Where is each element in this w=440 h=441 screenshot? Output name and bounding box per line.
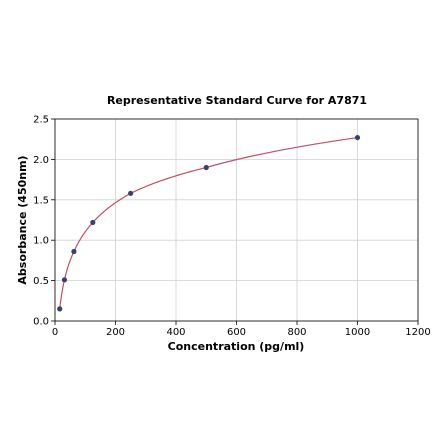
y-tick-label: 2.0 bbox=[33, 155, 49, 166]
x-tick-label: 600 bbox=[227, 327, 246, 338]
data-point bbox=[71, 248, 77, 255]
grid bbox=[54, 118, 419, 322]
data-point bbox=[61, 277, 68, 283]
data-point bbox=[90, 219, 96, 226]
x-tick-label: 0 bbox=[52, 327, 58, 338]
x-tick-label: 400 bbox=[166, 327, 185, 338]
data-points-layer bbox=[57, 134, 361, 312]
x-tick-label: 200 bbox=[106, 327, 125, 338]
y-tick-label: 0.5 bbox=[33, 276, 49, 287]
data-point bbox=[128, 190, 134, 196]
y-tick-label: 2.5 bbox=[33, 115, 49, 126]
x-tick-label: 1200 bbox=[405, 327, 430, 338]
y-axis-label: Absorbance (450nm) bbox=[16, 155, 29, 284]
y-tick-label: 0.0 bbox=[33, 317, 49, 328]
data-point bbox=[57, 306, 63, 312]
x-tick-label: 1000 bbox=[345, 327, 370, 338]
fit-curve-layer bbox=[59, 136, 358, 309]
x-tick-label: 800 bbox=[287, 327, 306, 338]
data-point bbox=[203, 164, 209, 171]
chart-title: Representative Standard Curve for A7871 bbox=[107, 94, 367, 107]
y-tick-label: 1.0 bbox=[33, 236, 49, 247]
axis-ticks: 0 200 400 600 800 1000 1200 0.0 0.5 1.0 1.5 2.0 2.5 bbox=[33, 115, 431, 339]
fit-curve bbox=[59, 136, 358, 309]
y-tick-label: 1.5 bbox=[33, 195, 49, 206]
x-axis-label: Concentration (pg/ml) bbox=[168, 340, 305, 353]
data-point bbox=[354, 134, 361, 141]
